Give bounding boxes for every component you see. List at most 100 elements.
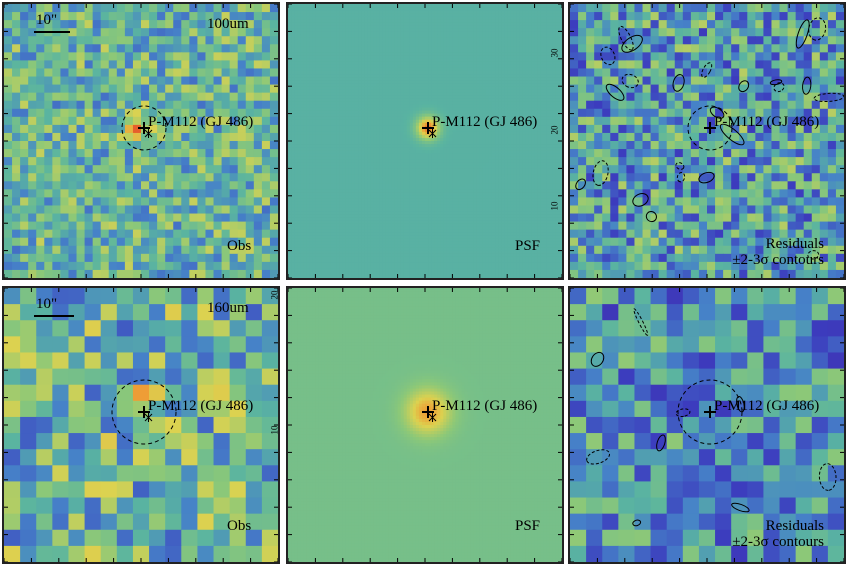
psf-pixel <box>354 67 359 72</box>
psf-pixel <box>513 119 517 124</box>
map-pixel <box>36 189 45 199</box>
psf-pixel <box>309 34 313 39</box>
psf-pixel <box>491 10 496 14</box>
psf-pixel <box>294 61 298 66</box>
map-pixel <box>116 229 126 239</box>
psf-pixel <box>537 37 542 42</box>
map-pixel <box>269 245 278 255</box>
psf-pixel <box>543 13 548 17</box>
psf-pixel <box>458 4 463 8</box>
psf-pixel <box>549 4 554 8</box>
psf-pixel <box>351 70 356 75</box>
psf-pixel <box>297 95 301 99</box>
map-pixel <box>237 4 247 13</box>
psf-pixel <box>488 86 493 90</box>
psf-pixel <box>464 16 469 20</box>
psf-pixel <box>400 70 405 75</box>
psf-pixel <box>488 70 493 75</box>
psf-pixel <box>498 86 502 90</box>
psf-pixel <box>300 131 304 136</box>
psf-pixel <box>476 4 481 8</box>
psf-pixel <box>385 98 390 103</box>
psf-pixel <box>549 28 554 32</box>
map-pixel <box>197 92 207 102</box>
psf-pixel <box>458 74 463 78</box>
map-pixel <box>237 52 247 62</box>
map-pixel <box>92 20 102 29</box>
psf-pixel <box>488 89 493 93</box>
psf-pixel <box>391 95 396 99</box>
psf-pixel <box>491 55 496 60</box>
psf-pixel <box>549 128 554 133</box>
psf-pixel <box>391 107 396 112</box>
psf-pixel <box>327 40 332 45</box>
map-pixel <box>4 141 13 150</box>
psf-pixel <box>385 34 390 39</box>
psf-pixel <box>333 101 338 106</box>
map-pixel <box>213 189 223 199</box>
map-pixel <box>149 68 158 78</box>
psf-pixel <box>428 58 432 63</box>
psf-pixel <box>461 92 466 96</box>
psf-pixel <box>418 61 423 66</box>
psf-pixel <box>354 77 359 81</box>
psf-pixel <box>400 13 405 17</box>
psf-pixel <box>348 122 353 127</box>
psf-pixel <box>336 58 341 63</box>
map-pixel <box>92 141 102 150</box>
map-pixel <box>165 157 174 166</box>
map-pixel <box>12 157 21 166</box>
psf-pixel <box>519 95 524 99</box>
map-pixel <box>189 237 199 247</box>
psf-pixel <box>464 80 469 84</box>
psf-pixel <box>291 46 295 51</box>
psf-pixel <box>467 4 472 8</box>
psf-pixel <box>531 83 536 87</box>
psf-pixel <box>373 43 377 48</box>
psf-pixel <box>543 40 548 45</box>
psf-pixel <box>540 80 545 84</box>
map-pixel <box>124 76 134 86</box>
psf-pixel <box>397 101 402 106</box>
psf-pixel <box>294 125 298 130</box>
psf-pixel <box>437 104 441 109</box>
map-pixel <box>157 76 166 86</box>
psf-pixel <box>504 58 508 63</box>
psf-pixel <box>519 83 524 87</box>
map-pixel <box>181 197 190 207</box>
map-pixel <box>205 141 215 150</box>
map-pixel <box>20 189 29 199</box>
psf-pixel <box>394 55 399 60</box>
psf-pixel <box>552 22 557 26</box>
psf-pixel <box>288 4 292 8</box>
psf-pixel <box>373 77 377 81</box>
psf-pixel <box>336 89 341 93</box>
psf-pixel <box>373 10 377 14</box>
psf-pixel <box>558 52 562 57</box>
psf-pixel <box>394 40 399 45</box>
psf-pixel <box>479 116 484 121</box>
psf-pixel <box>428 43 432 48</box>
psf-pixel <box>312 46 316 51</box>
psf-pixel <box>458 46 463 51</box>
psf-pixel <box>385 13 390 17</box>
psf-pixel <box>467 74 472 78</box>
psf-pixel <box>342 107 347 112</box>
map-pixel <box>60 68 70 78</box>
map-pixel <box>76 221 86 231</box>
psf-pixel <box>345 43 350 48</box>
map-pixel <box>213 76 223 86</box>
psf-pixel <box>376 34 380 39</box>
psf-pixel <box>364 13 368 17</box>
psf-pixel <box>534 22 539 26</box>
map-pixel <box>229 4 239 13</box>
psf-pixel <box>303 80 307 84</box>
map-pixel <box>165 100 174 110</box>
psf-pixel <box>470 104 475 109</box>
psf-pixel <box>348 46 353 51</box>
psf-pixel <box>397 25 402 29</box>
psf-pixel <box>491 116 496 121</box>
psf-pixel <box>288 52 292 57</box>
map-pixel <box>157 189 166 199</box>
psf-pixel <box>403 28 408 32</box>
